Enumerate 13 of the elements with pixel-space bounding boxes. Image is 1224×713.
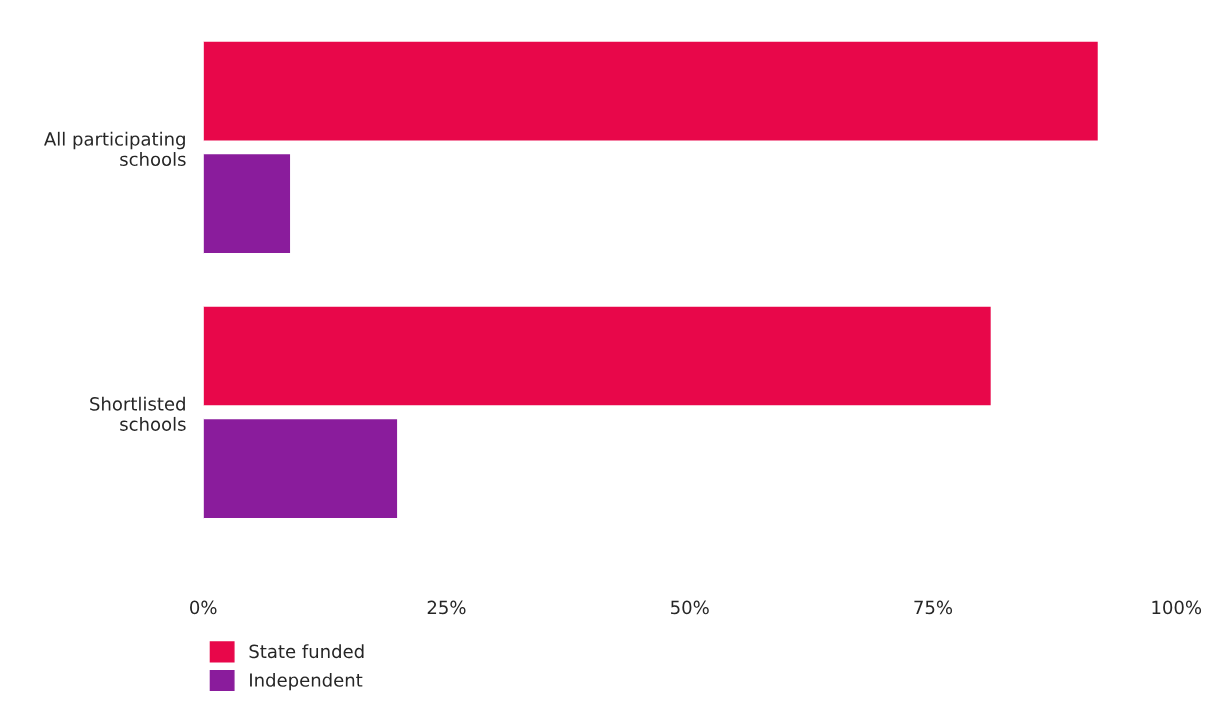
legend-label: Independent — [250, 672, 363, 691]
x-tick-label: 25% — [427, 600, 466, 615]
bar — [203, 305, 993, 407]
x-tick-label: 100% — [1152, 600, 1202, 615]
x-tick-label: 50% — [671, 600, 709, 615]
legend-label: State funded — [249, 644, 364, 659]
bar — [203, 152, 292, 255]
y-tick-label: All participating schools — [44, 131, 186, 167]
bar — [203, 40, 1100, 142]
x-tick-label: 75% — [914, 600, 953, 615]
bar — [203, 417, 399, 520]
x-tick-label: 0% — [190, 600, 217, 615]
y-tick-label: Shortlisted schools — [90, 396, 186, 431]
